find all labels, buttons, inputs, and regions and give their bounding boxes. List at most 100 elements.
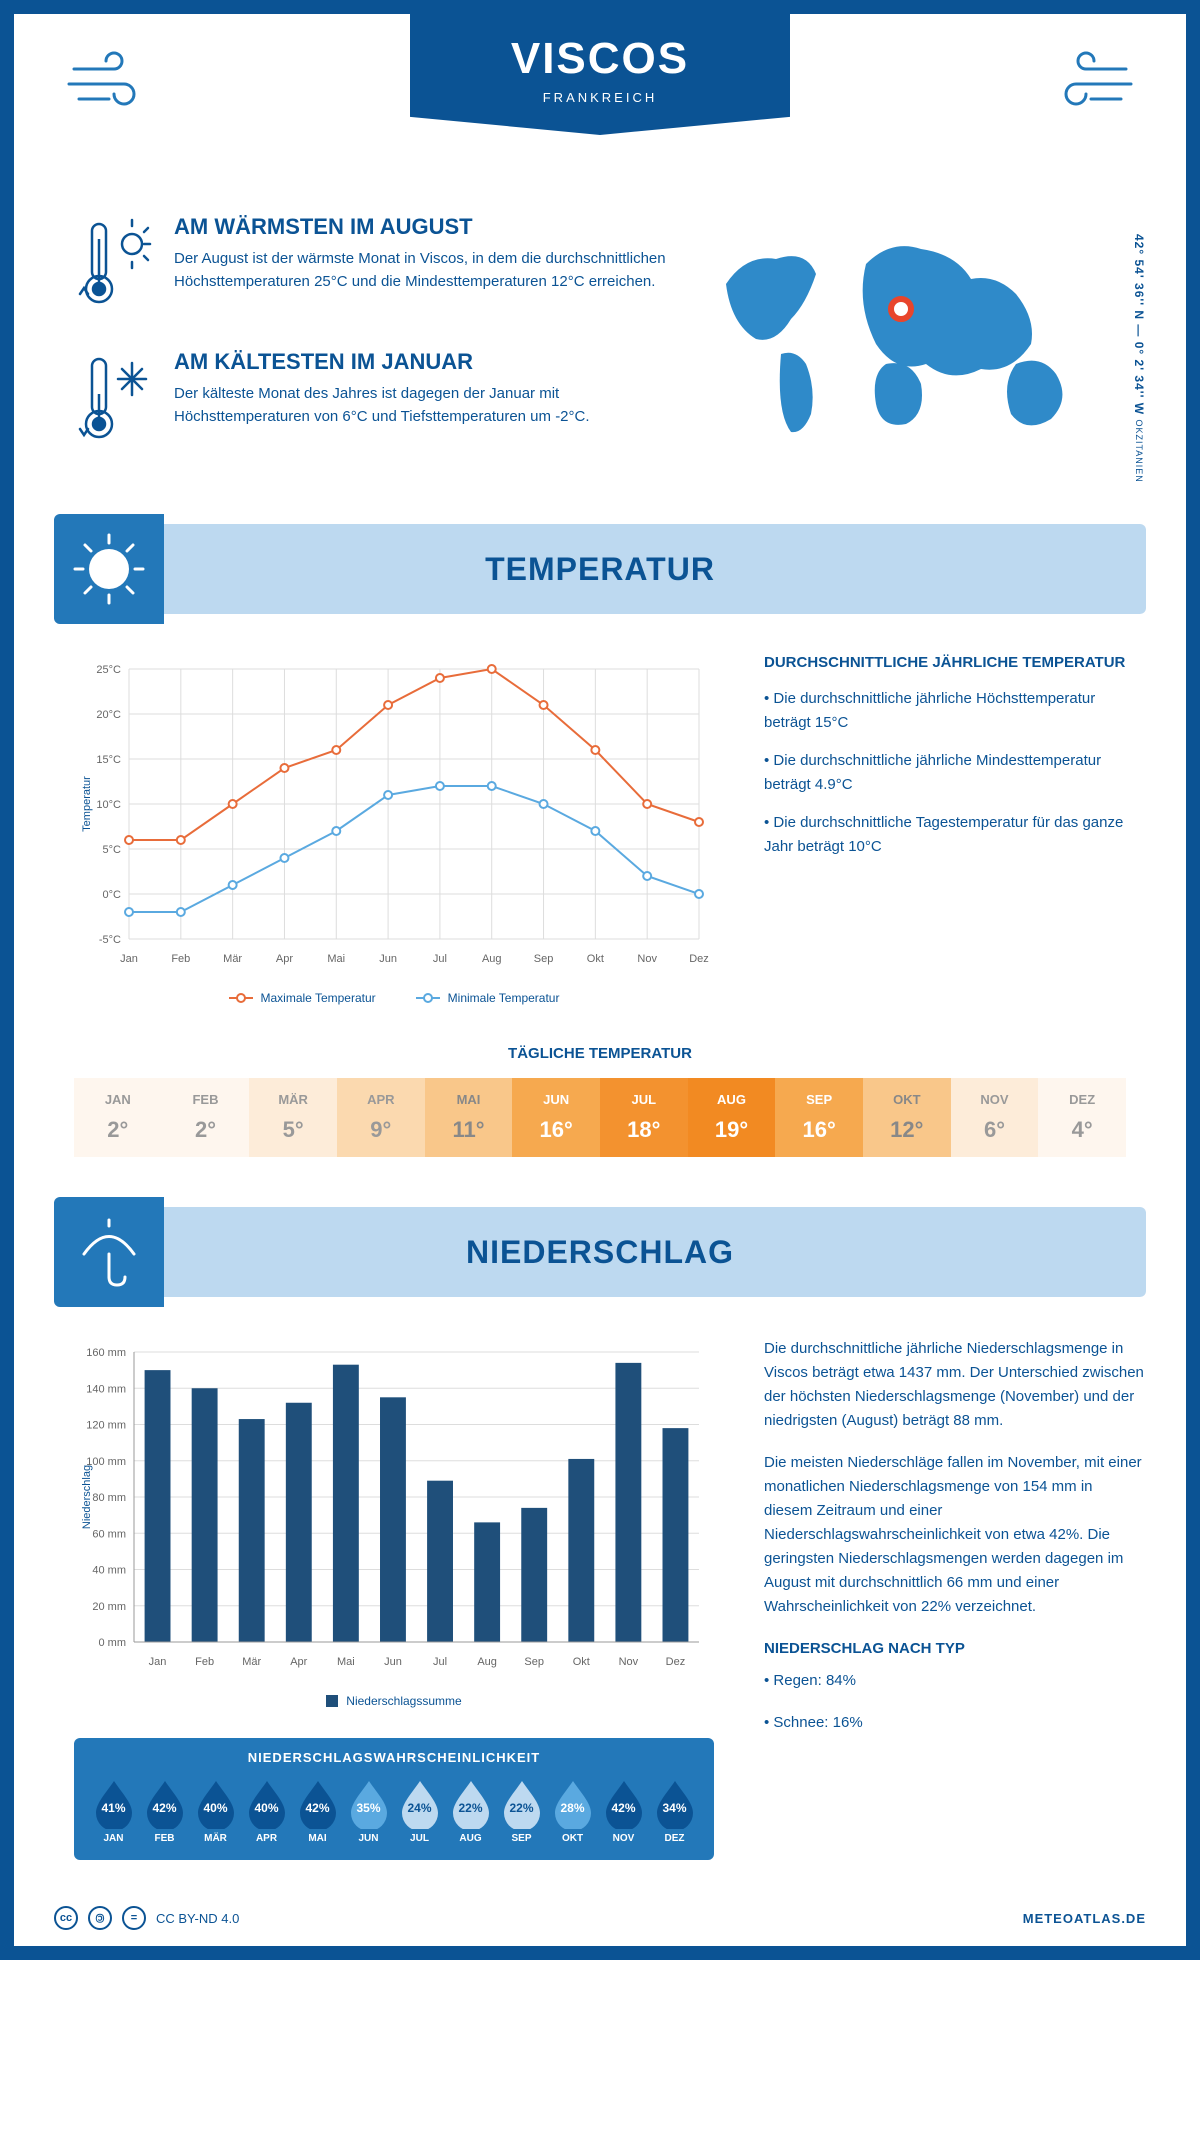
svg-text:Mai: Mai: [337, 1656, 355, 1668]
daily-cell: JUN 16°: [512, 1078, 600, 1157]
summary-line: • Die durchschnittliche jährliche Mindes…: [764, 749, 1144, 797]
temperature-chart: -5°C0°C5°C10°C15°C20°C25°CJanFebMärAprMa…: [74, 654, 714, 1005]
daily-cell: APR 9°: [337, 1078, 425, 1157]
svg-text:Aug: Aug: [477, 1656, 497, 1668]
probability-box: NIEDERSCHLAGSWAHRSCHEINLICHKEIT 41% JAN …: [74, 1738, 714, 1860]
svg-text:Mai: Mai: [327, 953, 345, 965]
temperature-legend: Maximale Temperatur Minimale Temperatur: [74, 991, 714, 1005]
thermometer-sun-icon: [74, 214, 154, 319]
daily-cell: AUG 19°: [688, 1078, 776, 1157]
precipitation-summary: Die durchschnittliche jährliche Niedersc…: [764, 1337, 1144, 1860]
svg-text:Nov: Nov: [619, 1656, 639, 1668]
intro-section: AM WÄRMSTEN IM AUGUST Der August ist der…: [14, 194, 1186, 524]
svg-text:Jan: Jan: [149, 1656, 167, 1668]
precipitation-legend: Niederschlagssumme: [74, 1694, 714, 1708]
summary-line: • Die durchschnittliche Tagestemperatur …: [764, 811, 1144, 859]
svg-text:Nov: Nov: [637, 953, 657, 965]
fact-body: AM WÄRMSTEN IM AUGUST Der August ist der…: [174, 214, 666, 319]
svg-text:Apr: Apr: [290, 1656, 307, 1668]
sun-icon: [54, 514, 164, 624]
temperature-section-header: TEMPERATUR: [54, 524, 1146, 614]
daily-cell: OKT 12°: [863, 1078, 951, 1157]
probability-drop: 40% MÄR: [192, 1777, 239, 1844]
footer: cc 🄯 = CC BY-ND 4.0 METEOATLAS.DE: [14, 1890, 1186, 1946]
summary-heading: DURCHSCHNITTLICHE JÄHRLICHE TEMPERATUR: [764, 654, 1144, 671]
summary-paragraph: Die durchschnittliche jährliche Niedersc…: [764, 1337, 1144, 1433]
svg-text:Feb: Feb: [195, 1656, 214, 1668]
page: VISCOS FRANKREICH AM WÄRMSTEN IM AUGUST …: [0, 0, 1200, 1960]
legend-label: Maximale Temperatur: [261, 991, 376, 1005]
license-block: cc 🄯 = CC BY-ND 4.0: [54, 1906, 239, 1930]
svg-text:80 mm: 80 mm: [92, 1492, 126, 1504]
svg-text:Temperatur: Temperatur: [81, 776, 93, 832]
daily-cell: MÄR 5°: [249, 1078, 337, 1157]
svg-text:15°C: 15°C: [96, 754, 121, 766]
precipitation-left: 0 mm20 mm40 mm60 mm80 mm100 mm120 mm140 …: [74, 1337, 714, 1860]
type-rain: • Regen: 84%: [764, 1669, 1144, 1693]
svg-text:Aug: Aug: [482, 953, 502, 965]
fact-title: AM KÄLTESTEN IM JANUAR: [174, 349, 666, 375]
summary-paragraph: Die meisten Niederschläge fallen im Nove…: [764, 1451, 1144, 1619]
legend-label: Minimale Temperatur: [448, 991, 560, 1005]
svg-text:160 mm: 160 mm: [86, 1347, 126, 1359]
daily-cell: NOV 6°: [951, 1078, 1039, 1157]
probability-drop: 42% NOV: [600, 1777, 647, 1844]
probability-drop: 42% MAI: [294, 1777, 341, 1844]
svg-text:120 mm: 120 mm: [86, 1420, 126, 1432]
probability-drop: 35% JUN: [345, 1777, 392, 1844]
svg-text:60 mm: 60 mm: [92, 1528, 126, 1540]
svg-text:Sep: Sep: [534, 953, 554, 965]
temperature-body: -5°C0°C5°C10°C15°C20°C25°CJanFebMärAprMa…: [14, 614, 1186, 1025]
svg-text:Sep: Sep: [524, 1656, 544, 1668]
legend-label: Niederschlagssumme: [346, 1694, 461, 1708]
fact-text: Der August ist der wärmste Monat in Visc…: [174, 248, 666, 293]
section-title: NIEDERSCHLAG: [466, 1234, 734, 1271]
fact-body: AM KÄLTESTEN IM JANUAR Der kälteste Mona…: [174, 349, 666, 454]
daily-temperature-grid: JAN 2° FEB 2° MÄR 5° APR 9° MAI 11° JUN …: [74, 1078, 1126, 1157]
svg-text:Jul: Jul: [433, 953, 447, 965]
svg-text:25°C: 25°C: [96, 664, 121, 676]
svg-text:10°C: 10°C: [96, 799, 121, 811]
svg-text:-5°C: -5°C: [99, 934, 121, 946]
probability-drop: 28% OKT: [549, 1777, 596, 1844]
fact-title: AM WÄRMSTEN IM AUGUST: [174, 214, 666, 240]
cc-icon: cc: [54, 1906, 78, 1930]
coordinates: 42° 54' 36'' N — 0° 2' 34'' W OKZITANIEN: [1132, 234, 1146, 483]
precipitation-body: 0 mm20 mm40 mm60 mm80 mm100 mm120 mm140 …: [14, 1297, 1186, 1890]
type-heading: NIEDERSCHLAG NACH TYP: [764, 1637, 1144, 1661]
license-label: CC BY-ND 4.0: [156, 1911, 239, 1926]
probability-drop: 41% JAN: [90, 1777, 137, 1844]
probability-drop: 22% SEP: [498, 1777, 545, 1844]
svg-text:Jun: Jun: [384, 1656, 402, 1668]
type-snow: • Schnee: 16%: [764, 1711, 1144, 1735]
svg-text:Jul: Jul: [433, 1656, 447, 1668]
umbrella-icon: [54, 1197, 164, 1307]
svg-text:Okt: Okt: [573, 1656, 590, 1668]
svg-text:Jan: Jan: [120, 953, 138, 965]
svg-text:0 mm: 0 mm: [99, 1637, 127, 1649]
svg-text:Feb: Feb: [171, 953, 190, 965]
legend-max: Maximale Temperatur: [229, 991, 376, 1005]
section-title: TEMPERATUR: [485, 551, 715, 588]
svg-text:Dez: Dez: [689, 953, 709, 965]
svg-text:Mär: Mär: [223, 953, 242, 965]
precipitation-chart: 0 mm20 mm40 mm60 mm80 mm100 mm120 mm140 …: [74, 1337, 714, 1677]
svg-text:Dez: Dez: [666, 1656, 686, 1668]
world-map-icon: [706, 214, 1106, 454]
temperature-summary: DURCHSCHNITTLICHE JÄHRLICHE TEMPERATUR •…: [764, 654, 1144, 1005]
svg-text:Okt: Okt: [587, 953, 604, 965]
daily-temperature-title: TÄGLICHE TEMPERATUR: [14, 1045, 1186, 1062]
title-banner: VISCOS FRANKREICH: [410, 14, 790, 135]
fact-coldest: AM KÄLTESTEN IM JANUAR Der kälteste Mona…: [74, 349, 666, 454]
probability-drop: 40% APR: [243, 1777, 290, 1844]
probability-drop: 24% JUL: [396, 1777, 443, 1844]
thermometer-snow-icon: [74, 349, 154, 454]
svg-text:20 mm: 20 mm: [92, 1601, 126, 1613]
fact-warmest: AM WÄRMSTEN IM AUGUST Der August ist der…: [74, 214, 666, 319]
svg-text:Mär: Mär: [242, 1656, 261, 1668]
region-label: OKZITANIEN: [1134, 419, 1144, 482]
fact-text: Der kälteste Monat des Jahres ist dagege…: [174, 383, 666, 428]
legend-sum: Niederschlagssumme: [326, 1694, 461, 1708]
probability-drop: 42% FEB: [141, 1777, 188, 1844]
header: VISCOS FRANKREICH: [14, 14, 1186, 194]
